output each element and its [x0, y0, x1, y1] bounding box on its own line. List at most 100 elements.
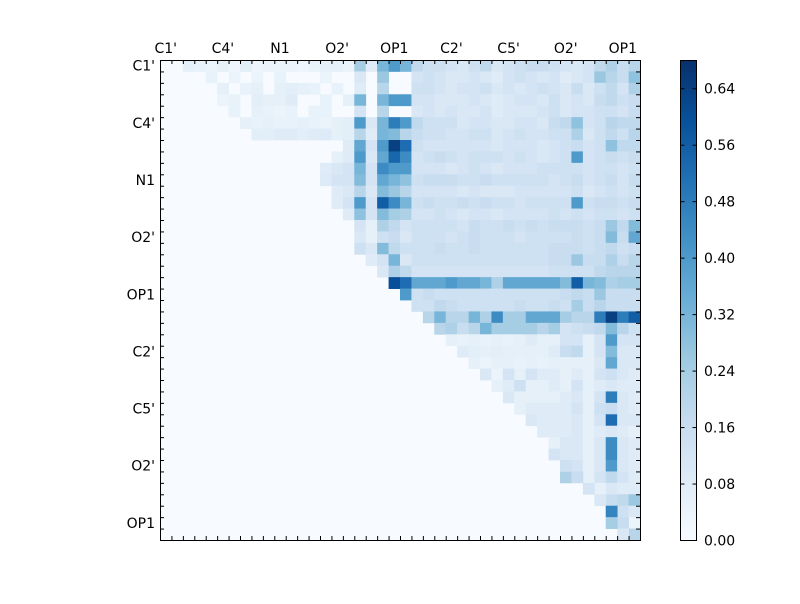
- heatmap-cell: [400, 128, 412, 141]
- heatmap-cell: [514, 231, 527, 244]
- colorbar-tick-label: 0.08: [704, 477, 735, 493]
- heatmap-cell: [422, 311, 435, 324]
- heatmap-cell: [480, 345, 492, 358]
- heatmap-cell: [594, 311, 607, 324]
- heatmap-cell: [491, 71, 504, 84]
- heatmap-cell: [308, 117, 321, 129]
- heatmap-cell: [342, 117, 355, 129]
- heatmap-cell: [457, 300, 469, 312]
- heatmap-cell: [537, 300, 549, 312]
- heatmap-cell: [457, 82, 469, 95]
- heatmap-cell: [617, 425, 629, 438]
- x-tick-label: C2': [440, 41, 463, 57]
- heatmap-cell: [491, 185, 504, 198]
- heatmap-cell: [434, 185, 447, 198]
- heatmap-cell: [365, 220, 378, 232]
- heatmap-cell: [502, 82, 515, 95]
- heatmap-cell: [605, 208, 618, 221]
- heatmap-cell: [377, 174, 389, 187]
- heatmap-cell: [560, 265, 572, 278]
- heatmap-cell: [628, 197, 641, 209]
- heatmap-cell: [331, 151, 344, 164]
- heatmap-cells: [160, 60, 641, 541]
- heatmap-cell: [617, 254, 629, 267]
- heatmap-cell: [514, 162, 527, 175]
- heatmap-cell: [514, 94, 527, 107]
- heatmap-cell: [365, 151, 378, 164]
- heatmap-cell: [491, 60, 504, 72]
- heatmap-cell: [445, 151, 458, 164]
- heatmap-cell: [285, 117, 298, 129]
- heatmap-cell: [525, 414, 538, 427]
- heatmap-cell: [468, 288, 481, 301]
- heatmap-cell: [468, 334, 481, 347]
- heatmap-cell: [617, 528, 629, 541]
- heatmap-cell: [617, 220, 629, 232]
- heatmap-cell: [457, 345, 469, 358]
- heatmap-cell: [308, 82, 321, 95]
- heatmap-cell: [537, 414, 549, 427]
- heatmap-cell: [434, 151, 447, 164]
- heatmap-cell: [434, 277, 447, 289]
- heatmap-cell: [525, 391, 538, 404]
- heatmap-cell: [274, 71, 287, 84]
- heatmap-cell: [571, 185, 584, 198]
- heatmap-cell: [548, 197, 561, 209]
- heatmap-cell: [228, 60, 241, 72]
- heatmap-cell: [628, 185, 641, 198]
- colorbar-tick-label: 0.16: [704, 421, 735, 437]
- heatmap-cell: [537, 334, 549, 347]
- heatmap-cell: [594, 174, 607, 187]
- heatmap-cell: [400, 242, 412, 255]
- heatmap-cell: [354, 197, 367, 209]
- heatmap-cell: [537, 231, 549, 244]
- heatmap-cell: [445, 60, 458, 72]
- heatmap-cell: [502, 311, 515, 324]
- heatmap-cell: [571, 140, 584, 152]
- heatmap-cell: [525, 242, 538, 255]
- heatmap-cell: [468, 345, 481, 358]
- heatmap-cell: [457, 105, 469, 118]
- heatmap-cell: [445, 254, 458, 267]
- heatmap-cell: [491, 254, 504, 267]
- heatmap-cell: [628, 322, 641, 335]
- heatmap-cell: [480, 220, 492, 232]
- y-tick-label: O2': [131, 459, 155, 475]
- heatmap-cell: [537, 277, 549, 289]
- heatmap-cell: [457, 140, 469, 152]
- heatmap-cell: [628, 482, 641, 495]
- heatmap-cell: [502, 242, 515, 255]
- heatmap-cell: [560, 94, 572, 107]
- heatmap-cell: [594, 128, 607, 141]
- heatmap-cell: [617, 334, 629, 347]
- heatmap-cell: [537, 357, 549, 369]
- heatmap-cell: [571, 174, 584, 187]
- heatmap-cell: [537, 425, 549, 438]
- heatmap-cell: [617, 517, 629, 529]
- heatmap-cell: [480, 60, 492, 72]
- heatmap-cell: [548, 334, 561, 347]
- heatmap-cell: [468, 197, 481, 209]
- heatmap-cell: [582, 277, 595, 289]
- heatmap-cell: [582, 414, 595, 427]
- heatmap-cell: [400, 94, 412, 107]
- heatmap-cell: [422, 231, 435, 244]
- heatmap-cell: [548, 242, 561, 255]
- heatmap-cell: [388, 265, 401, 278]
- heatmap-cell: [377, 82, 389, 95]
- heatmap-cell: [525, 60, 538, 72]
- heatmap-cell: [571, 460, 584, 472]
- heatmap-cell: [582, 288, 595, 301]
- heatmap-cell: [548, 140, 561, 152]
- heatmap-cell: [491, 322, 504, 335]
- heatmap-cell: [594, 105, 607, 118]
- heatmap-cell: [617, 60, 629, 72]
- heatmap-cell: [617, 242, 629, 255]
- heatmap-cell: [502, 220, 515, 232]
- heatmap-cell: [422, 94, 435, 107]
- heatmap-cell: [617, 265, 629, 278]
- x-tick-label: N1: [270, 41, 289, 57]
- heatmap-cell: [594, 208, 607, 221]
- heatmap-cell: [548, 414, 561, 427]
- heatmap-cell: [491, 380, 504, 392]
